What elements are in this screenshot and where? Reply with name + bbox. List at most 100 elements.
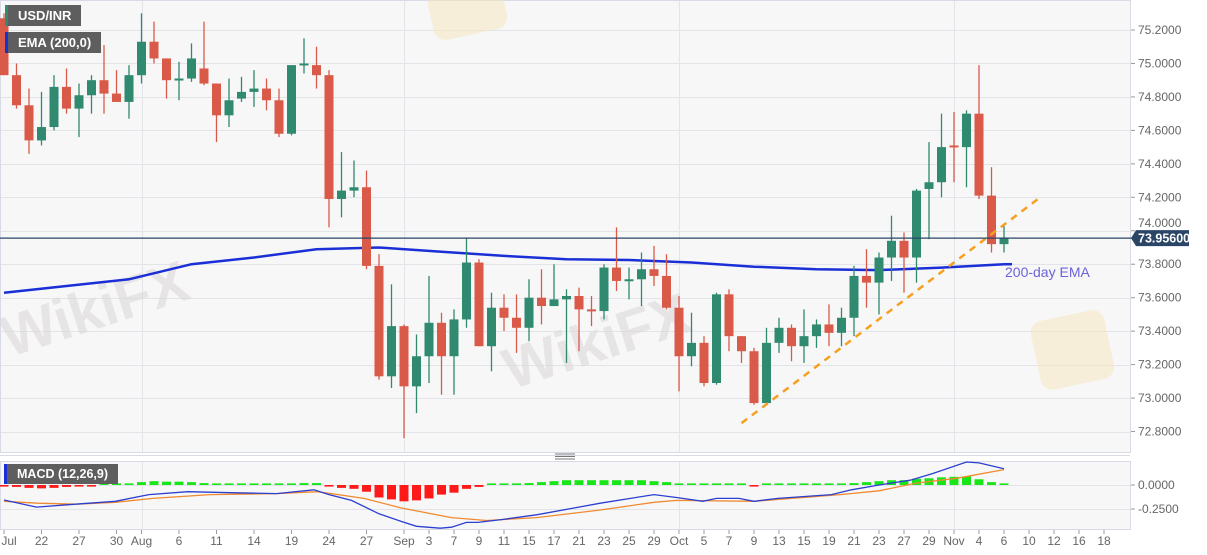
candle[interactable] [262,78,271,111]
candle[interactable] [399,324,409,439]
candle[interactable] [37,91,46,146]
macd-histogram-bar [562,480,571,485]
candle[interactable] [174,61,184,101]
candle[interactable] [712,292,721,385]
candle[interactable] [437,312,446,395]
candle[interactable] [824,304,834,347]
candle[interactable] [974,65,984,199]
candle[interactable] [549,264,559,307]
candle[interactable] [912,188,921,283]
candle[interactable] [799,309,809,363]
macd-histogram-bar [949,476,959,485]
macd-histogram-bar [974,479,984,485]
candle[interactable] [387,284,396,389]
candle[interactable] [662,254,671,310]
candle[interactable] [637,252,646,307]
candle[interactable] [112,70,121,102]
candle[interactable] [224,78,234,128]
panel-resize-handle[interactable] [0,453,1130,460]
candle[interactable] [649,245,659,286]
x-tick-label: 17 [547,534,561,548]
candle[interactable] [349,160,359,198]
candle[interactable] [274,88,284,138]
symbol-legend[interactable]: USD/INR [5,5,82,26]
candle[interactable] [249,70,259,107]
candle[interactable] [424,275,434,384]
x-tick-label: 30 [110,534,124,548]
candle[interactable] [87,75,96,114]
candle[interactable] [574,287,584,352]
macd-panel[interactable] [0,461,1131,530]
candle[interactable] [587,296,596,327]
ema-legend[interactable]: EMA (200,0) [5,32,102,53]
candle[interactable] [749,347,759,405]
candle[interactable] [237,76,246,102]
macd-histogram-bar [574,480,584,485]
candle[interactable] [0,13,9,76]
candle[interactable] [412,334,421,414]
candle[interactable] [287,65,296,136]
candle[interactable] [937,113,946,198]
candle[interactable] [862,249,871,308]
candle[interactable] [737,336,746,363]
macd-histogram-bar [387,485,396,500]
candle[interactable] [162,58,171,99]
candle[interactable] [312,46,321,89]
candle[interactable] [212,83,221,143]
candle[interactable] [674,296,684,392]
candle[interactable] [49,75,59,131]
candle[interactable] [524,279,534,342]
candle[interactable] [787,324,796,362]
candle[interactable] [374,254,384,380]
candle[interactable] [687,312,696,367]
candle[interactable] [299,38,309,74]
candle[interactable] [449,309,459,395]
candle-body [37,127,46,141]
candle[interactable] [487,292,496,372]
candle[interactable] [199,21,209,86]
candle[interactable] [62,68,71,114]
candle[interactable] [324,70,334,228]
macd-histogram-bar [937,477,946,485]
candle[interactable] [462,237,471,328]
x-tick-label: 16 [1072,534,1086,548]
candle[interactable] [474,259,484,347]
candle-body [24,105,34,141]
candle[interactable] [537,269,546,325]
candle[interactable] [962,110,971,188]
candle[interactable] [137,13,146,84]
candle[interactable] [599,264,609,320]
candle[interactable] [124,65,134,119]
candle[interactable] [887,215,896,281]
candle[interactable] [837,307,846,347]
x-tick-label: 27 [360,534,374,548]
candle[interactable] [362,170,371,270]
candle[interactable] [499,294,509,332]
candle[interactable] [99,45,109,114]
x-tick-label: Aug [131,534,152,548]
candle[interactable] [74,83,84,138]
candle[interactable] [812,319,821,348]
macd-histogram-bar [399,485,409,502]
candle[interactable] [149,21,159,64]
macd-legend[interactable]: MACD (12,26,9) [4,464,118,484]
candle[interactable] [849,265,859,337]
candle[interactable] [699,336,709,387]
candle[interactable] [924,142,934,240]
candle[interactable] [874,252,884,315]
candle[interactable] [187,43,196,82]
candle[interactable] [899,232,909,293]
candle[interactable] [12,63,21,109]
candle[interactable] [512,294,521,353]
candle[interactable] [24,88,34,154]
candle-body [974,113,984,196]
candle[interactable] [774,317,784,353]
candle[interactable] [762,327,771,404]
candle[interactable] [562,289,571,363]
candle[interactable] [337,152,346,218]
candle[interactable] [624,267,634,300]
candle[interactable] [724,289,734,352]
macd-histogram-bar [199,483,209,485]
candle[interactable] [949,111,959,183]
